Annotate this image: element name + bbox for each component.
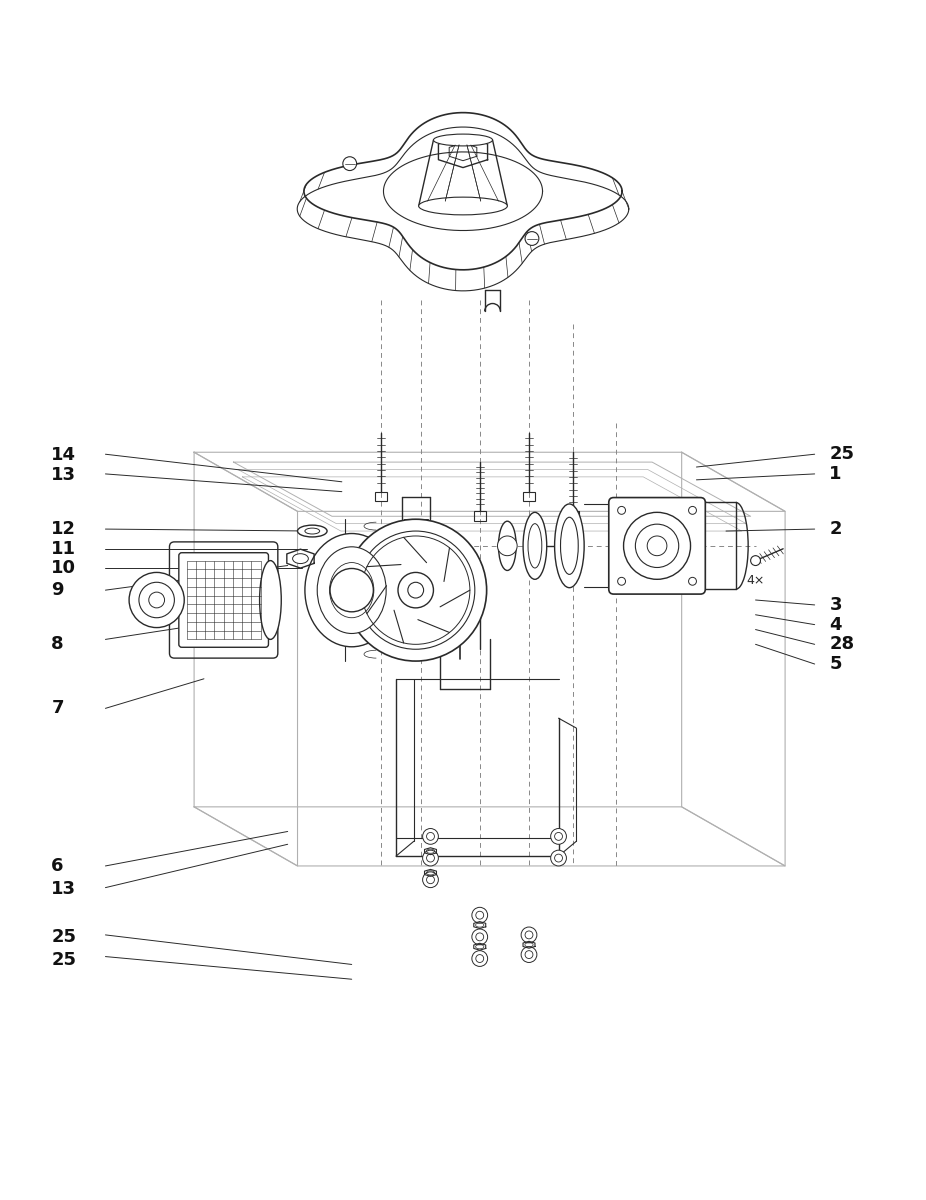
Circle shape xyxy=(635,524,679,568)
Circle shape xyxy=(139,582,174,618)
Text: 25: 25 xyxy=(830,445,855,463)
FancyBboxPatch shape xyxy=(179,553,269,647)
Text: 6: 6 xyxy=(51,857,64,875)
Text: 5: 5 xyxy=(830,655,842,673)
Circle shape xyxy=(618,506,626,515)
Text: 25: 25 xyxy=(51,928,76,946)
Circle shape xyxy=(422,850,438,866)
Circle shape xyxy=(689,506,696,515)
Circle shape xyxy=(472,907,488,923)
Circle shape xyxy=(689,577,696,586)
Text: 13: 13 xyxy=(51,466,76,484)
Circle shape xyxy=(398,572,433,608)
Ellipse shape xyxy=(305,528,319,534)
Circle shape xyxy=(422,872,438,888)
Text: 13: 13 xyxy=(51,880,76,898)
Text: 12: 12 xyxy=(51,520,76,538)
Ellipse shape xyxy=(318,547,386,634)
Circle shape xyxy=(551,828,567,845)
Circle shape xyxy=(521,928,537,943)
Text: 14: 14 xyxy=(51,446,76,464)
Ellipse shape xyxy=(419,197,507,215)
Text: 7: 7 xyxy=(51,700,64,718)
Ellipse shape xyxy=(297,526,327,536)
Circle shape xyxy=(330,569,373,612)
Circle shape xyxy=(618,577,626,586)
Circle shape xyxy=(521,947,537,962)
Circle shape xyxy=(343,157,357,170)
Circle shape xyxy=(472,950,488,966)
Ellipse shape xyxy=(528,523,542,568)
Text: 4: 4 xyxy=(830,616,842,634)
Text: 25: 25 xyxy=(51,950,76,968)
Text: 9: 9 xyxy=(51,581,64,599)
Circle shape xyxy=(623,512,691,580)
Circle shape xyxy=(525,232,539,245)
Circle shape xyxy=(497,536,518,556)
Circle shape xyxy=(344,520,487,661)
Circle shape xyxy=(472,929,488,944)
Text: 10: 10 xyxy=(51,559,76,577)
Text: 3: 3 xyxy=(830,596,842,614)
Circle shape xyxy=(551,850,567,866)
Ellipse shape xyxy=(433,134,493,146)
Text: 4×: 4× xyxy=(746,574,765,587)
Ellipse shape xyxy=(259,560,282,640)
Circle shape xyxy=(357,532,475,649)
Ellipse shape xyxy=(498,521,516,570)
Text: 28: 28 xyxy=(830,635,855,653)
Circle shape xyxy=(751,556,760,565)
Ellipse shape xyxy=(555,504,584,588)
Circle shape xyxy=(422,828,438,845)
Ellipse shape xyxy=(560,517,578,575)
Ellipse shape xyxy=(293,553,308,564)
Text: 2: 2 xyxy=(830,520,842,538)
Text: 11: 11 xyxy=(51,540,76,558)
Text: 1: 1 xyxy=(830,464,842,482)
Ellipse shape xyxy=(305,534,398,647)
FancyBboxPatch shape xyxy=(608,498,706,594)
Ellipse shape xyxy=(523,512,546,580)
Text: 8: 8 xyxy=(51,635,64,653)
Circle shape xyxy=(129,572,184,628)
